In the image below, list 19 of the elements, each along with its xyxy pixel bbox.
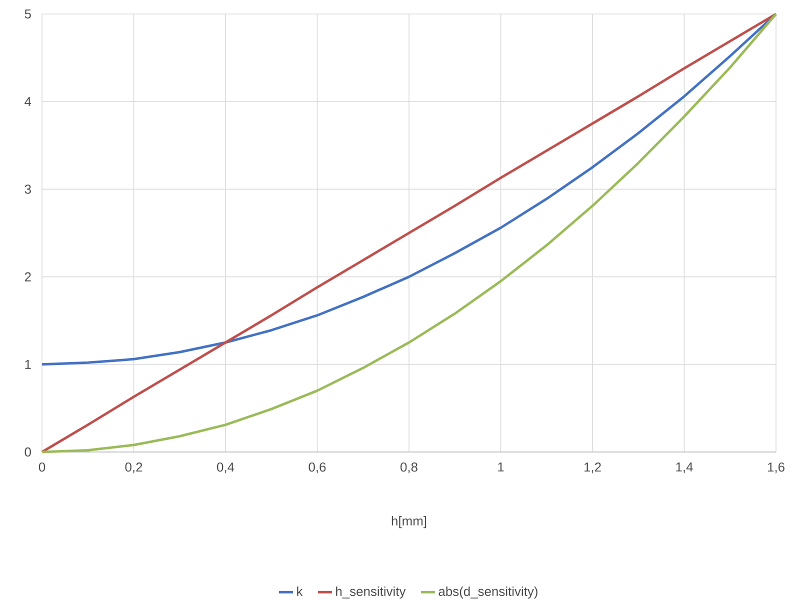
y-tick-label: 2 [24, 272, 31, 282]
y-tick-label: 3 [24, 184, 31, 194]
x-tick-label: 0,2 [125, 462, 142, 474]
legend-label: abs(d_sensitivity) [438, 586, 538, 599]
legend-label: k [297, 586, 303, 596]
x-tick-label: 0,6 [308, 462, 326, 474]
x-tick-label: 1,6 [768, 462, 784, 474]
x-axis-title: h[mm] [392, 516, 426, 528]
x-tick-label: 0,4 [217, 462, 234, 474]
y-tick-label: 5 [24, 9, 31, 19]
x-tick-label: 1 [498, 462, 504, 472]
y-tick-label: 4 [24, 97, 32, 106]
x-tick-label: 0 [38, 462, 46, 472]
legend-label: h_sensitivity [336, 586, 406, 599]
x-tick-label: 1,4 [676, 462, 693, 474]
x-tick-label: 1,2 [584, 462, 601, 474]
y-tick-label: 0 [24, 447, 31, 457]
x-tick-label: 0,8 [400, 462, 418, 474]
y-tick-label: 1 [25, 360, 31, 369]
